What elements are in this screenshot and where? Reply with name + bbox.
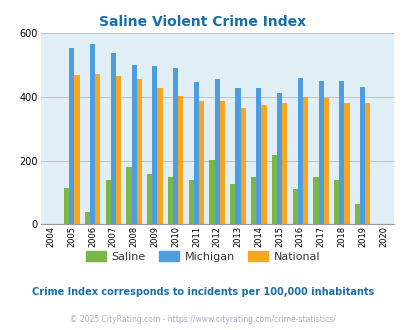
- Bar: [323, 98, 328, 224]
- Legend: Saline, Michigan, National: Saline, Michigan, National: [81, 247, 324, 267]
- Bar: [152, 66, 157, 224]
- Bar: [90, 44, 95, 224]
- Bar: [69, 48, 74, 224]
- Bar: [74, 75, 79, 224]
- Bar: [64, 188, 69, 224]
- Bar: [333, 180, 339, 224]
- Bar: [230, 183, 235, 224]
- Bar: [209, 160, 214, 224]
- Bar: [339, 82, 343, 224]
- Bar: [111, 53, 116, 224]
- Bar: [343, 103, 349, 224]
- Bar: [318, 81, 323, 224]
- Bar: [193, 82, 198, 224]
- Bar: [261, 105, 266, 224]
- Bar: [157, 88, 162, 224]
- Bar: [359, 86, 364, 224]
- Bar: [364, 104, 369, 224]
- Bar: [105, 180, 111, 224]
- Bar: [85, 212, 90, 224]
- Bar: [126, 167, 131, 224]
- Bar: [178, 96, 183, 224]
- Bar: [256, 88, 261, 224]
- Bar: [136, 79, 141, 224]
- Bar: [276, 93, 281, 224]
- Bar: [302, 97, 307, 224]
- Bar: [313, 177, 318, 224]
- Bar: [214, 79, 219, 224]
- Text: Crime Index corresponds to incidents per 100,000 inhabitants: Crime Index corresponds to incidents per…: [32, 287, 373, 297]
- Text: Saline Violent Crime Index: Saline Violent Crime Index: [99, 15, 306, 29]
- Bar: [281, 103, 287, 224]
- Bar: [250, 177, 256, 224]
- Bar: [292, 189, 297, 224]
- Text: © 2025 CityRating.com - https://www.cityrating.com/crime-statistics/: © 2025 CityRating.com - https://www.city…: [70, 314, 335, 324]
- Bar: [173, 68, 178, 224]
- Bar: [131, 65, 136, 224]
- Bar: [235, 88, 240, 224]
- Bar: [297, 78, 302, 224]
- Bar: [147, 174, 152, 224]
- Bar: [167, 177, 173, 224]
- Bar: [354, 204, 359, 224]
- Bar: [198, 101, 204, 224]
- Bar: [240, 108, 245, 224]
- Bar: [95, 75, 100, 224]
- Bar: [271, 155, 276, 224]
- Bar: [219, 101, 224, 224]
- Bar: [116, 76, 121, 224]
- Bar: [188, 181, 193, 224]
